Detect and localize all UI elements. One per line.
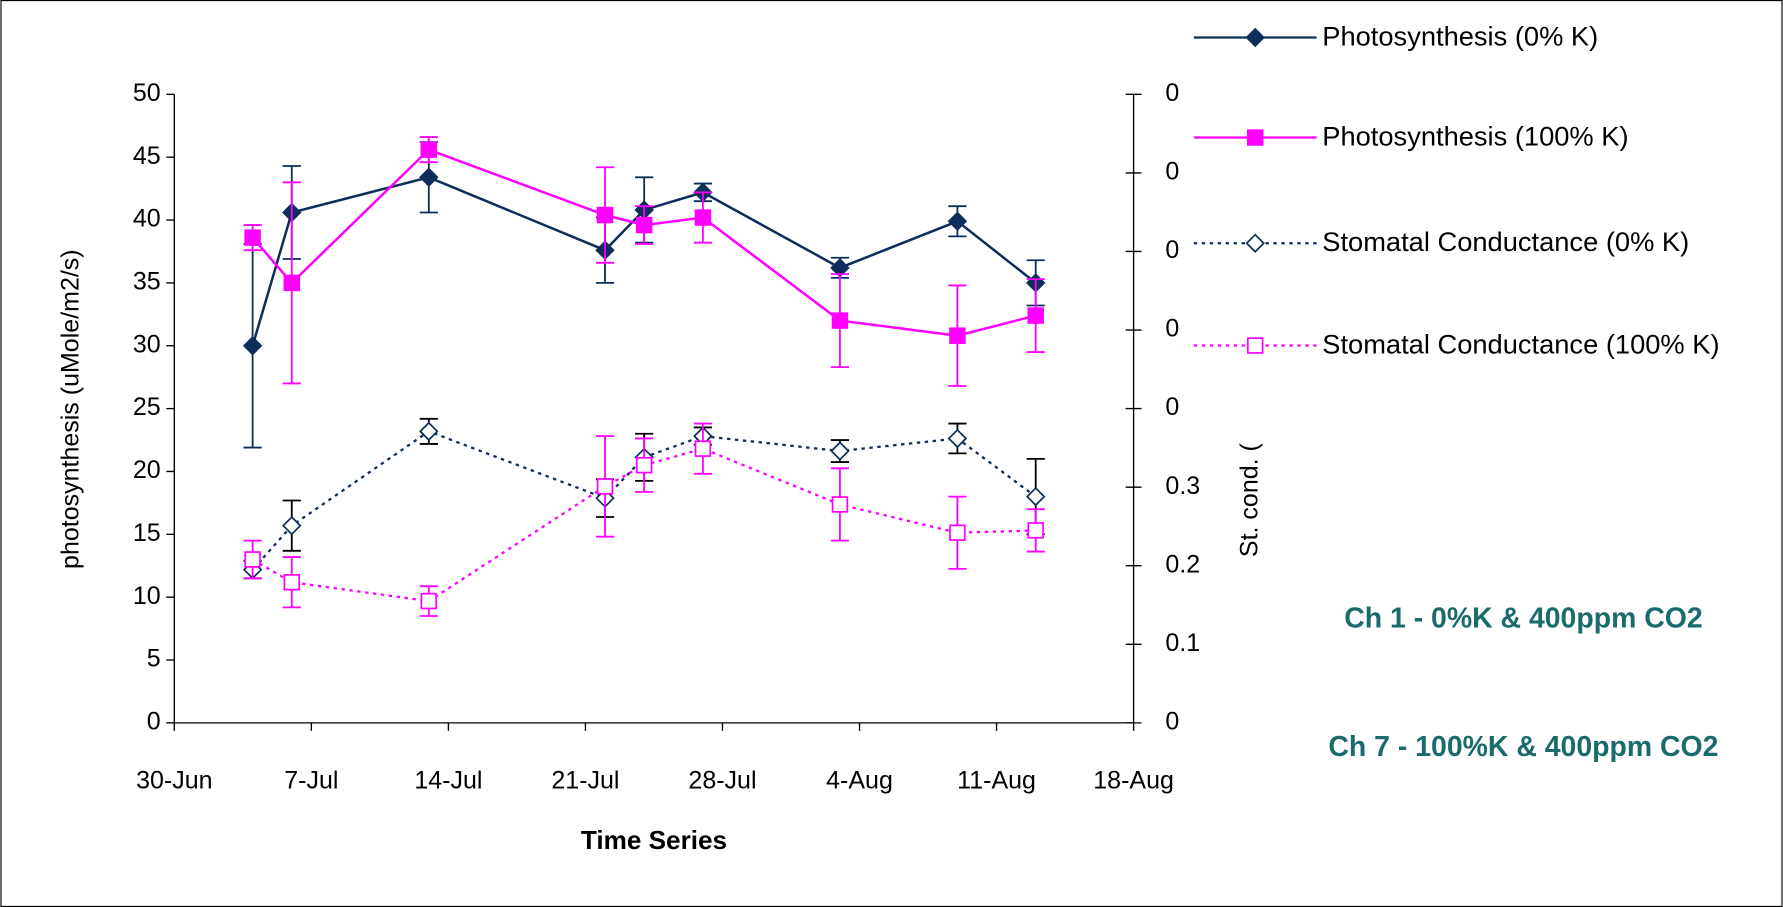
legend-swatch-marker [1245, 233, 1265, 253]
y-tick-label: 45 [133, 142, 161, 170]
y2-tick-label: 0.1 [1165, 629, 1200, 657]
data-point [283, 274, 301, 292]
x-tick-label: 28-Jul [688, 767, 756, 795]
x-tick-label: 11-Aug [957, 767, 1036, 795]
x-tick-label: 7-Jul [284, 767, 338, 795]
y2-tick-label: 0 [1165, 707, 1179, 735]
x-tick-label: 21-Jul [551, 767, 619, 795]
y-tick-label: 20 [133, 456, 161, 484]
legend-swatch-marker [1245, 27, 1265, 48]
data-point [283, 573, 301, 591]
data-point [419, 421, 439, 442]
data-point [419, 167, 439, 188]
data-point [420, 592, 438, 610]
series [243, 422, 1045, 617]
data-point [949, 524, 966, 541]
legend: Photosynthesis (0% K) Photosynthesis (100… [1193, 21, 1720, 361]
y-tick-label: 0 [147, 707, 161, 735]
x-tick-label: 18-Aug [1093, 767, 1174, 795]
y2-axis-title: St. cond. ( [1235, 442, 1263, 557]
y-tick-label: 5 [147, 645, 161, 673]
data-point [244, 229, 261, 246]
data-point [694, 209, 712, 226]
legend-label: Stomatal Conductance (0% K) [1322, 227, 1690, 259]
data-point [420, 141, 438, 158]
annotation-box: Ch 1 - 0%K & 400ppm CO2 [1344, 602, 1703, 635]
y-axis-title: photosynthesis (uMole/m2/s) [57, 249, 85, 569]
legend-label: Photosynthesis (0% K) [1322, 21, 1599, 53]
data-point [947, 211, 968, 232]
y2-tick-label: 0 [1165, 236, 1179, 264]
data-point [949, 327, 966, 344]
data-point [1027, 307, 1044, 324]
y-tick-label: 40 [133, 205, 161, 233]
data-point [596, 478, 614, 495]
data-point [1025, 486, 1046, 507]
y2-tick-label: 0 [1165, 79, 1179, 107]
legend-swatch-marker [1246, 129, 1264, 146]
y-tick-label: 35 [133, 268, 161, 296]
legend-swatch-marker [1246, 337, 1264, 354]
annotation: Ch 7 - 100%K & 400ppm CO2 [1328, 730, 1719, 763]
x-tick-label: 30-Jun [136, 767, 212, 795]
legend-label: Photosynthesis (100% K) [1322, 121, 1629, 153]
data-point [830, 441, 850, 461]
y2-tick-label: 0 [1165, 158, 1179, 186]
x-tick-label: 14-Jul [414, 767, 482, 795]
legend-entry: Photosynthesis (100% K) [1322, 121, 1629, 153]
annotation-box: Ch 7 - 100%K & 400ppm CO2 [1328, 730, 1719, 763]
data-point [947, 428, 968, 449]
y-tick-label: 30 [133, 330, 161, 358]
data-point [635, 456, 653, 474]
legend-label: Stomatal Conductance (100% K) [1322, 329, 1720, 361]
data-point [242, 336, 263, 356]
data-point [831, 496, 849, 513]
data-point [831, 312, 849, 329]
y2-tick-label: 0 [1165, 393, 1179, 421]
series [243, 136, 1045, 387]
data-point [282, 515, 302, 536]
y2-tick-label: 0.2 [1165, 550, 1200, 578]
data-point [596, 206, 614, 224]
y-tick-label: 10 [133, 582, 161, 610]
data-point [635, 216, 653, 234]
x-axis-title: Time Series [581, 825, 727, 855]
y2-tick-label: 0.3 [1165, 472, 1200, 500]
legend-entry: Stomatal Conductance (0% K) [1322, 227, 1690, 259]
y-tick-label: 50 [133, 79, 161, 107]
data-point [694, 440, 712, 457]
y-tick-label: 25 [133, 393, 161, 421]
y2-tick-label: 0 [1165, 315, 1179, 343]
legend-entry: Stomatal Conductance (100% K) [1322, 329, 1720, 361]
legend-entry: Photosynthesis (0% K) [1322, 21, 1599, 53]
annotation: Ch 1 - 0%K & 400ppm CO2 [1344, 602, 1703, 635]
data-point [244, 551, 261, 568]
y-tick-label: 15 [133, 519, 161, 547]
x-tick-label: 4-Aug [826, 767, 893, 795]
data-point [1027, 522, 1044, 539]
